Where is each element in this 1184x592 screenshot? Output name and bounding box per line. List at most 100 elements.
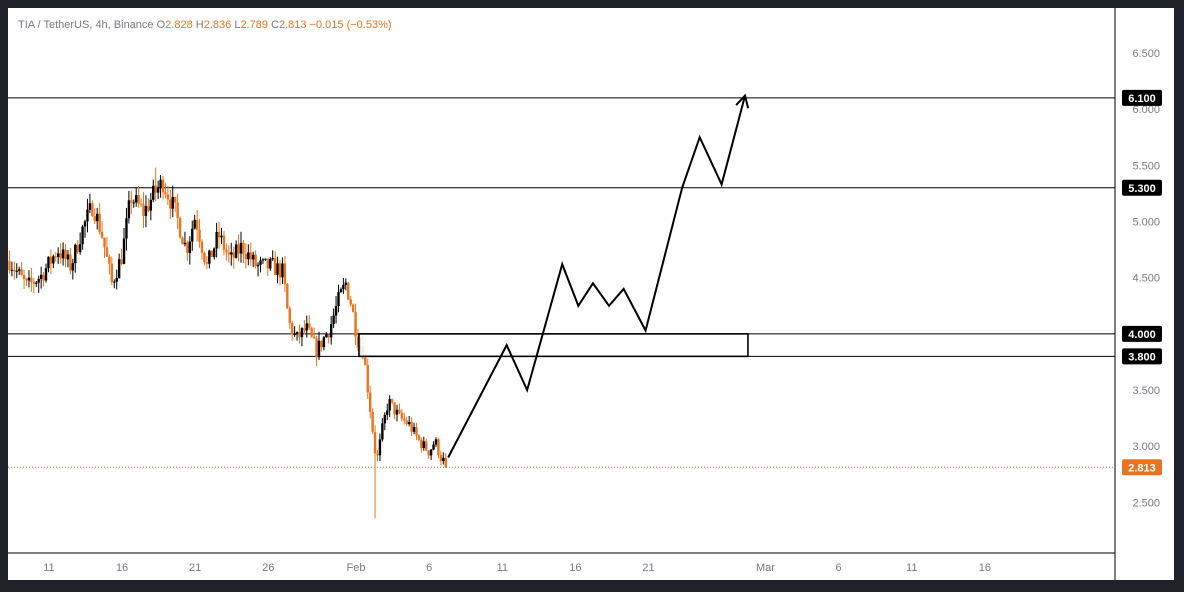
candle xyxy=(329,316,333,345)
candle-body xyxy=(215,231,218,249)
candle-body xyxy=(261,259,265,261)
candle xyxy=(188,236,192,265)
close-tag: C xyxy=(271,19,279,31)
candle-body xyxy=(305,323,309,331)
candle xyxy=(230,242,233,266)
candle-body xyxy=(37,278,40,283)
candle-body xyxy=(159,179,162,188)
candle xyxy=(347,281,350,301)
y-tick-label: 6.000 xyxy=(1132,104,1160,116)
candle xyxy=(295,331,299,341)
candle xyxy=(410,417,413,436)
candle-body xyxy=(8,260,11,271)
candle-body xyxy=(281,263,284,278)
close-value: 2.813 xyxy=(278,19,307,31)
candle xyxy=(93,208,96,225)
candle-body xyxy=(178,218,182,238)
candle-body xyxy=(120,259,123,264)
candle-body xyxy=(169,199,172,209)
candle-body xyxy=(312,336,316,339)
candle xyxy=(420,437,423,453)
candle-body xyxy=(422,441,426,448)
candle-body xyxy=(254,254,257,267)
candle xyxy=(222,230,226,256)
candle xyxy=(322,335,326,351)
candle xyxy=(132,199,135,208)
candle xyxy=(444,453,447,469)
high-value: 2.836 xyxy=(203,19,232,31)
symbol-label: TIA / TetherUS, 4h, Binance xyxy=(18,19,154,31)
candle-body xyxy=(427,450,430,456)
candle-body xyxy=(415,427,418,436)
candle xyxy=(71,258,75,280)
candle-body xyxy=(234,244,238,258)
candle xyxy=(332,308,335,329)
candle-body xyxy=(186,242,189,253)
candle-body xyxy=(198,229,201,242)
candle xyxy=(425,438,428,452)
candle-body xyxy=(405,420,408,425)
candle-body xyxy=(115,278,118,282)
candle xyxy=(108,254,111,275)
candle-body xyxy=(105,247,109,257)
x-tick-label: 11 xyxy=(497,562,508,574)
candle xyxy=(242,240,245,264)
x-tick-label: 21 xyxy=(189,562,201,574)
candle-body xyxy=(417,435,421,440)
candle-body xyxy=(222,235,226,250)
y-tick-label: 4.500 xyxy=(1132,273,1160,285)
candle-body xyxy=(212,248,216,257)
candle-body xyxy=(244,253,248,260)
candle-body xyxy=(152,185,155,200)
candle-body xyxy=(373,431,377,454)
candle xyxy=(144,195,148,228)
candle xyxy=(288,306,291,329)
candle xyxy=(354,303,357,346)
candle-body xyxy=(93,215,96,222)
candle xyxy=(254,250,257,269)
candle-body xyxy=(368,392,372,412)
candle-body xyxy=(381,423,384,440)
price-chart[interactable]: 2.500 3.000 3.500 4.000 4.500 5.000 5.500 6.000… xyxy=(8,8,1174,580)
last-price-tag-label: 2.813 xyxy=(1128,462,1156,474)
candle-body xyxy=(13,269,16,272)
candle xyxy=(117,253,121,279)
candle-body xyxy=(434,439,438,445)
candle xyxy=(376,449,379,462)
candle-body xyxy=(376,453,379,456)
candle-body xyxy=(125,218,128,239)
candle xyxy=(273,251,277,276)
candle xyxy=(105,236,109,257)
candle xyxy=(173,196,177,212)
candle-body xyxy=(96,213,99,222)
candle-body xyxy=(18,269,21,271)
candle-body xyxy=(393,402,396,415)
candle-body xyxy=(139,203,143,205)
candle-body xyxy=(300,328,304,338)
candle-body xyxy=(81,226,84,245)
candle xyxy=(432,441,435,451)
candle-body xyxy=(173,196,177,203)
candle-body xyxy=(337,292,340,307)
candle-body xyxy=(35,282,38,284)
candle xyxy=(120,248,123,266)
candle xyxy=(427,450,430,459)
candle xyxy=(142,192,145,229)
candle xyxy=(88,193,92,214)
candle-body xyxy=(225,249,228,253)
level-tag-4.000 xyxy=(1122,325,1162,342)
candle-body xyxy=(295,331,299,335)
level-tag-label: 5.300 xyxy=(1128,183,1156,195)
candle xyxy=(74,243,77,273)
candle-body xyxy=(230,252,233,255)
candle xyxy=(278,259,282,286)
candle xyxy=(156,180,160,200)
candle xyxy=(317,331,321,360)
x-tick-label: 16 xyxy=(116,562,128,574)
candle-body xyxy=(334,306,338,316)
candle-body xyxy=(127,200,131,219)
candle xyxy=(442,452,445,465)
candle-body xyxy=(286,284,289,309)
candle-body xyxy=(183,242,187,245)
candle-body xyxy=(76,244,79,253)
